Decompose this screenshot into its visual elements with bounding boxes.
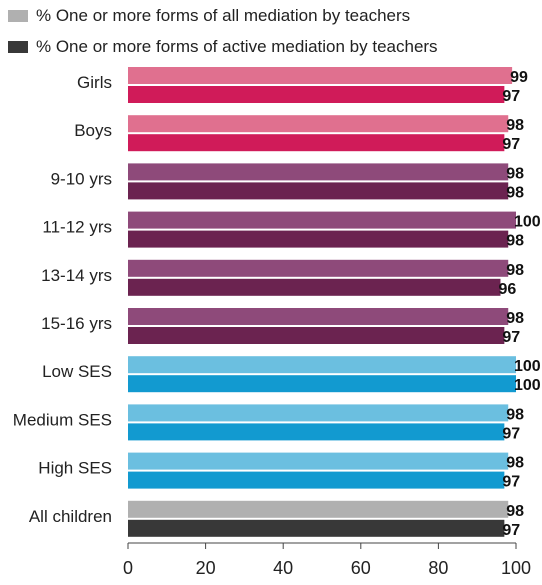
category-label-13-14-yrs: 13-14 yrs xyxy=(41,266,112,285)
bar-boys-series-2 xyxy=(128,134,505,152)
data-label-11-12-yrs-series-2: 98 xyxy=(506,233,524,250)
legend-swatch-all-mediation xyxy=(8,10,28,22)
bar-15-16-yrs-series-1 xyxy=(128,308,509,325)
data-label-15-16-yrs-series-2: 97 xyxy=(502,329,520,346)
data-label-girls-series-1: 99 xyxy=(510,69,528,86)
bar-high-ses-series-1 xyxy=(128,452,509,470)
bar-high-ses-series-2 xyxy=(128,471,505,489)
data-label-boys-series-1: 98 xyxy=(506,117,524,134)
category-label-low-ses: Low SES xyxy=(42,362,112,381)
data-label-9-10-yrs-series-1: 98 xyxy=(506,165,524,182)
data-label-13-14-yrs-series-2: 96 xyxy=(498,281,516,298)
x-tick-label-0: 0 xyxy=(123,558,133,578)
data-label-boys-series-2: 97 xyxy=(502,136,520,153)
x-tick-label-100: 100 xyxy=(501,558,531,578)
bar-low-ses-series-2 xyxy=(128,375,516,393)
data-label-high-ses-series-1: 98 xyxy=(506,455,524,472)
legend-item-all-mediation: % One or more forms of all mediation by … xyxy=(8,6,410,26)
data-label-low-ses-series-2: 100 xyxy=(514,377,541,394)
category-label-11-12-yrs: 11-12 yrs xyxy=(42,218,112,237)
bar-all-children-series-1 xyxy=(128,500,509,518)
x-tick-label-60: 60 xyxy=(351,558,371,578)
category-label-all-children: All children xyxy=(29,507,112,526)
data-label-13-14-yrs-series-1: 98 xyxy=(506,262,524,279)
bar-11-12-yrs-series-1 xyxy=(128,211,516,229)
bar-girls-series-2 xyxy=(128,86,505,103)
data-label-low-ses-series-1: 100 xyxy=(514,358,541,375)
category-label-girls: Girls xyxy=(77,73,112,92)
bar-9-10-yrs-series-2 xyxy=(128,182,509,200)
bar-13-14-yrs-series-2 xyxy=(128,278,501,296)
category-label-high-ses: High SES xyxy=(38,459,112,478)
x-tick-label-40: 40 xyxy=(273,558,293,578)
data-label-all-children-series-2: 97 xyxy=(502,522,520,539)
data-label-11-12-yrs-series-1: 100 xyxy=(514,214,541,231)
data-label-high-ses-series-2: 97 xyxy=(502,474,520,491)
category-label-9-10-yrs: 9-10 yrs xyxy=(51,169,112,188)
category-label-boys: Boys xyxy=(74,121,112,140)
data-label-all-children-series-1: 98 xyxy=(506,503,524,520)
data-label-medium-ses-series-2: 97 xyxy=(502,425,520,442)
data-label-girls-series-2: 97 xyxy=(502,88,520,105)
bar-girls-series-1 xyxy=(128,67,513,84)
bar-medium-ses-series-1 xyxy=(128,404,509,422)
legend-label-all-mediation: % One or more forms of all mediation by … xyxy=(36,6,411,25)
legend-swatch-active-mediation xyxy=(8,41,28,53)
bar-medium-ses-series-2 xyxy=(128,423,505,441)
bar-9-10-yrs-series-1 xyxy=(128,163,509,181)
data-label-15-16-yrs-series-1: 98 xyxy=(506,310,524,327)
bar-all-children-series-2 xyxy=(128,519,505,537)
x-tick-label-80: 80 xyxy=(428,558,448,578)
bar-low-ses-series-1 xyxy=(128,356,516,374)
x-tick-label-20: 20 xyxy=(196,558,216,578)
data-label-9-10-yrs-series-2: 98 xyxy=(506,184,524,201)
legend-item-active-mediation: % One or more forms of active mediation … xyxy=(8,37,438,57)
bar-11-12-yrs-series-2 xyxy=(128,230,509,248)
data-label-medium-ses-series-1: 98 xyxy=(506,406,524,423)
category-label-medium-ses: Medium SES xyxy=(13,410,112,429)
bar-15-16-yrs-series-2 xyxy=(128,327,505,344)
category-label-15-16-yrs: 15-16 yrs xyxy=(41,314,112,333)
bar-boys-series-1 xyxy=(128,115,509,133)
legend-label-active-mediation: % One or more forms of active mediation … xyxy=(36,37,438,56)
bar-13-14-yrs-series-1 xyxy=(128,259,509,277)
